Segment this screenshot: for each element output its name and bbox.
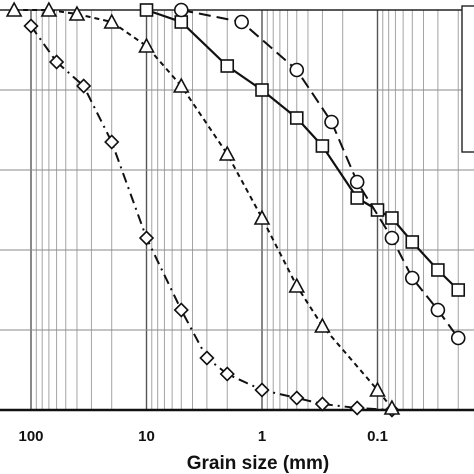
circle-marker	[430, 302, 446, 318]
diamond-marker	[76, 78, 92, 94]
square-marker	[289, 111, 304, 125]
x-tick-label: 10	[138, 428, 155, 445]
triangle-marker	[314, 317, 331, 333]
circle-marker	[234, 14, 249, 30]
series-layer	[5, 1, 466, 418]
series-square	[139, 3, 466, 297]
circle-marker	[349, 174, 365, 190]
x-tick-labels: 100 10 1 0.1	[18, 428, 387, 445]
series-line-triangle	[14, 9, 393, 409]
series-triangle	[5, 1, 401, 415]
circle-marker	[173, 2, 189, 18]
diamond-marker	[173, 302, 189, 318]
diamond-marker	[23, 18, 39, 34]
x-tick-label: 0.1	[367, 428, 388, 445]
square-marker	[350, 191, 364, 205]
square-marker	[405, 235, 420, 249]
triangle-marker	[253, 209, 271, 225]
triangle-marker	[172, 77, 190, 93]
circle-marker	[404, 270, 420, 286]
diamond-marker	[254, 382, 270, 398]
diamond-marker	[138, 230, 155, 246]
series-circle	[173, 2, 466, 346]
triangle-marker	[288, 277, 306, 293]
square-marker	[431, 263, 445, 277]
diamond-marker	[48, 54, 65, 70]
x-tick-label: 1	[258, 428, 266, 445]
grid-layer	[0, 9, 474, 411]
square-marker	[255, 83, 269, 97]
triangle-marker	[40, 1, 58, 17]
triangle-marker	[138, 37, 155, 53]
diamond-marker	[104, 134, 120, 150]
circle-marker	[384, 230, 400, 246]
triangle-marker	[218, 145, 236, 161]
triangle-marker	[103, 13, 121, 29]
square-marker	[174, 15, 189, 29]
circle-marker	[450, 330, 466, 346]
circle-marker	[289, 62, 305, 78]
square-marker	[370, 203, 385, 217]
x-tick-label: 100	[18, 428, 43, 445]
diamond-marker	[199, 350, 215, 366]
diamond-marker	[289, 390, 305, 406]
triangle-marker	[369, 381, 386, 397]
square-marker	[220, 59, 235, 73]
x-axis-label: Grain size (mm)	[187, 453, 330, 474]
triangle-marker	[5, 1, 23, 17]
triangle-marker	[68, 5, 86, 21]
triangle-marker	[383, 399, 401, 415]
diamond-marker	[349, 400, 365, 416]
diamond-marker	[219, 366, 235, 382]
series-diamond	[23, 18, 400, 418]
legend-box	[461, 5, 474, 153]
square-marker	[139, 3, 154, 17]
diamond-marker	[314, 396, 331, 412]
square-marker	[385, 211, 399, 225]
square-marker	[315, 139, 330, 153]
circle-marker	[324, 114, 339, 130]
square-marker	[451, 283, 466, 297]
